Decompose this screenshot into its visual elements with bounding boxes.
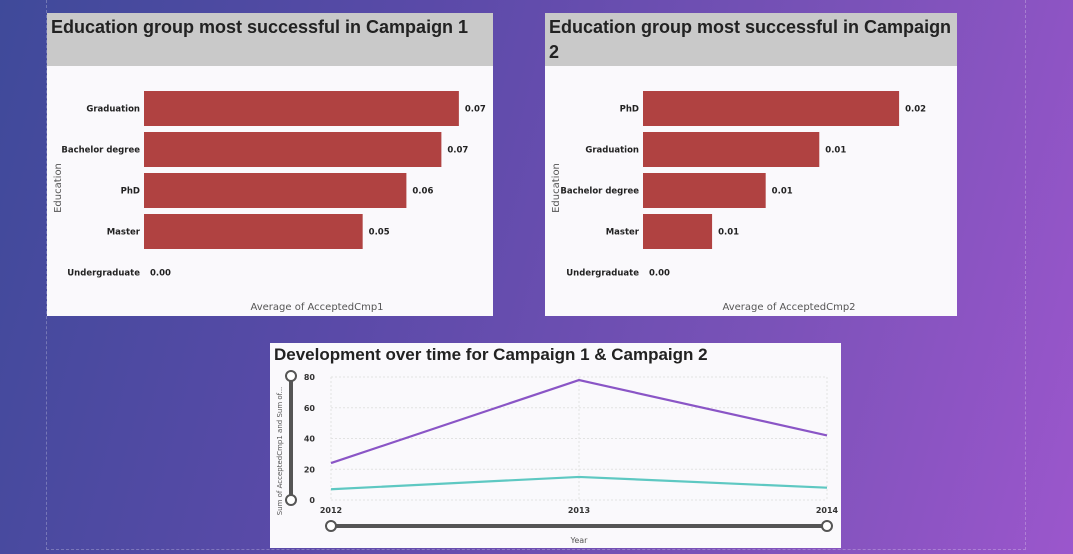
y-tick-label: 40 (304, 435, 316, 444)
bar[interactable] (144, 173, 407, 208)
data-label: 0.07 (465, 105, 486, 115)
campaign1-education-card[interactable]: Education group most successful in Campa… (47, 13, 493, 316)
dashboard-canvas-border (46, 0, 1026, 550)
category-label: Bachelor degree (61, 146, 140, 156)
category-label: PhD (121, 187, 140, 197)
category-label: Master (107, 228, 141, 238)
x-zoom-slider-handle[interactable] (325, 520, 337, 532)
category-label: Undergraduate (67, 269, 140, 279)
y-axis-title: Education (53, 163, 64, 213)
x-tick-label: 2013 (568, 506, 590, 515)
x-axis-title: Year (570, 536, 589, 545)
bar[interactable] (643, 214, 713, 249)
series-line[interactable] (330, 378, 828, 465)
category-label: Undergraduate (566, 269, 639, 279)
card-title: Development over time for Campaign 1 & C… (270, 343, 841, 367)
category-label: Graduation (86, 105, 140, 115)
bar[interactable] (144, 214, 363, 249)
campaign-development-card[interactable]: Development over time for Campaign 1 & C… (270, 343, 841, 548)
bar[interactable] (144, 132, 442, 167)
y-zoom-slider-handle[interactable] (285, 370, 297, 382)
y-zoom-slider-handle[interactable] (285, 494, 297, 506)
data-label: 0.07 (447, 146, 468, 156)
data-label: 0.06 (412, 187, 433, 197)
data-label: 0.00 (649, 269, 670, 279)
data-label: 0.01 (772, 187, 793, 197)
y-tick-label: 60 (304, 404, 316, 413)
campaign2-education-card[interactable]: Education group most successful in Campa… (545, 13, 957, 316)
x-zoom-slider-handle[interactable] (821, 520, 833, 532)
series-line[interactable] (330, 475, 828, 491)
x-axis-title: Average of AcceptedCmp2 (722, 302, 855, 313)
category-label: Graduation (585, 146, 639, 156)
bar[interactable] (643, 91, 900, 126)
x-tick-label: 2012 (320, 506, 342, 515)
campaign2-bar-chart[interactable]: Education Average of AcceptedCmp2 PhD 0.0… (545, 66, 957, 316)
campaign1-bar-chart[interactable]: Education Average of AcceptedCmp1 Gradua… (47, 66, 493, 316)
campaign-line-chart[interactable]: Sum of AcceptedCmp1 and Sum of... Year 0… (270, 367, 841, 548)
y-axis-title: Education (551, 163, 562, 213)
y-tick-label: 0 (309, 496, 315, 505)
x-tick-label: 2014 (816, 506, 839, 515)
data-label: 0.01 (825, 146, 846, 156)
bar[interactable] (643, 132, 820, 167)
y-tick-label: 80 (304, 373, 316, 382)
category-label: Master (606, 228, 640, 238)
category-label: PhD (620, 105, 639, 115)
data-label: 0.00 (150, 269, 171, 279)
card-title: Education group most successful in Campa… (545, 13, 957, 66)
category-label: Bachelor degree (560, 187, 639, 197)
y-tick-label: 20 (304, 465, 316, 474)
card-title: Education group most successful in Campa… (47, 13, 493, 66)
y-axis-title: Sum of AcceptedCmp1 and Sum of... (276, 387, 284, 516)
data-label: 0.02 (905, 105, 926, 115)
x-axis-title: Average of AcceptedCmp1 (250, 302, 383, 313)
data-label: 0.01 (718, 228, 739, 238)
data-label: 0.05 (369, 228, 390, 238)
bar[interactable] (144, 91, 459, 126)
bar[interactable] (643, 173, 766, 208)
